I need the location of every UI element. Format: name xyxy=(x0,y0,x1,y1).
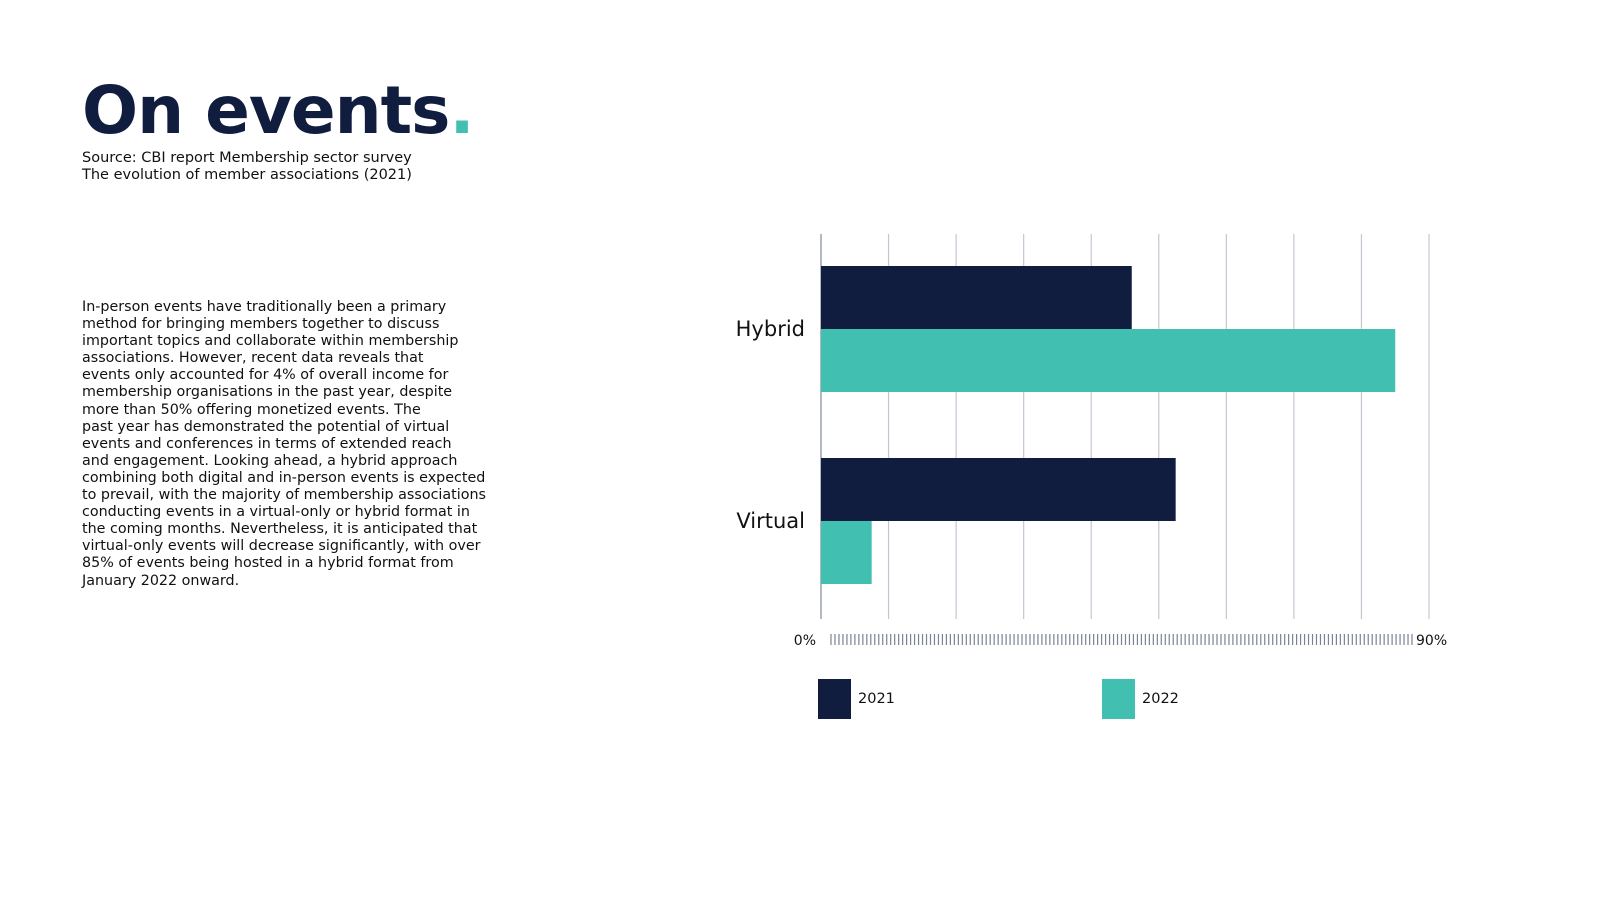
legend-label-2022: 2022 xyxy=(1142,691,1179,707)
category-label-virtual: Virtual xyxy=(736,509,805,533)
page-title-dot: . xyxy=(449,72,474,149)
body-line: 85% of events being hosted in a hybrid f… xyxy=(82,555,454,572)
body-line: past year has demonstrated the potential… xyxy=(82,418,450,435)
body-line: the coming months. Nevertheless, it is a… xyxy=(82,521,478,538)
body-line: combining both digital and in-person eve… xyxy=(82,469,486,486)
page-title: On events. xyxy=(82,78,475,144)
legend-item-2022: 2022 xyxy=(1102,679,1179,719)
category-labels: Hybrid Virtual xyxy=(736,317,805,533)
body-line: membership organisations in the past yea… xyxy=(82,384,453,401)
bars xyxy=(821,266,1396,584)
body-line: In-person events have traditionally been… xyxy=(82,299,447,315)
body-line: method for bringing members together to … xyxy=(82,316,440,333)
x-axis: 0% 90% xyxy=(794,633,1447,649)
legend-label-2021: 2021 xyxy=(858,691,895,707)
bar-virtual-2021 xyxy=(821,458,1176,521)
category-label-hybrid: Hybrid xyxy=(736,317,805,341)
source-line-1: Source: CBI report Membership sector sur… xyxy=(82,150,412,166)
bar-virtual-2022 xyxy=(821,521,872,584)
body-line: January 2022 onward. xyxy=(82,572,240,589)
bar-hybrid-2022 xyxy=(821,329,1396,392)
x-axis-min-label: 0% xyxy=(794,633,816,649)
body-line: important topics and collaborate within … xyxy=(82,333,459,350)
legend-item-2021: 2021 xyxy=(818,679,895,719)
body-line: events only accounted for 4% of overall … xyxy=(82,367,449,384)
x-axis-max-label: 90% xyxy=(1416,633,1447,649)
body-line: to prevail, with the majority of members… xyxy=(82,487,486,504)
body-paragraph: In-person events have traditionally been… xyxy=(82,299,522,590)
x-axis-ticks xyxy=(830,634,1413,645)
body-line: events and conferences in terms of exten… xyxy=(82,435,452,452)
body-line: and engagement. Looking ahead, a hybrid … xyxy=(82,452,458,469)
body-line: associations. However, recent data revea… xyxy=(82,350,424,367)
page-title-text: On events xyxy=(82,72,450,149)
bar-hybrid-2021 xyxy=(821,266,1132,329)
source-line-2: The evolution of member associations (20… xyxy=(82,167,412,183)
legend-swatch-2022 xyxy=(1102,679,1135,719)
source-note: Source: CBI report Membership sector sur… xyxy=(82,150,412,184)
body-line: more than 50% offering monetized events.… xyxy=(82,401,421,418)
body-line: virtual-only events will decrease signif… xyxy=(82,538,481,555)
body-line: conducting events in a virtual-only or h… xyxy=(82,504,470,521)
legend-swatch-2021 xyxy=(818,679,851,719)
